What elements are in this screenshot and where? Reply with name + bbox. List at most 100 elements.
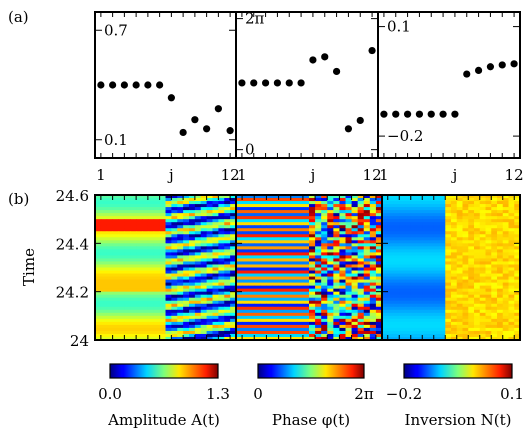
heatmap-cell	[405, 297, 412, 302]
heatmap-cell	[224, 204, 231, 208]
heatmap-cell	[266, 321, 273, 326]
heatmap-cell	[130, 324, 137, 329]
heatmap-cell	[422, 261, 429, 265]
heatmap-cell	[345, 324, 352, 329]
heatmap-cell	[439, 195, 446, 199]
heatmap-cell	[248, 201, 255, 205]
heatmap-cell	[497, 261, 504, 265]
heatmap-cell	[502, 231, 509, 235]
heatmap-cell	[242, 270, 249, 274]
heatmap-cell	[153, 306, 161, 311]
heatmap-cell	[147, 252, 155, 256]
heatmap-cell	[502, 288, 509, 293]
heatmap-cell	[474, 318, 481, 323]
heatmap-cell	[462, 336, 469, 341]
heatmap-cell	[309, 225, 316, 229]
heatmap-cell	[321, 279, 328, 283]
heatmap-cell	[218, 276, 225, 280]
heatmap-cell	[479, 321, 486, 326]
heatmap-cell	[142, 213, 149, 217]
heatmap-cell	[309, 276, 316, 280]
heatmap-cell	[260, 312, 267, 317]
heatmap-cell	[485, 294, 492, 299]
heatmap-cell	[369, 231, 377, 235]
heatmap-cell	[254, 303, 261, 308]
heatmap-cell	[296, 264, 304, 268]
heatmap-cell	[189, 216, 196, 220]
heatmap-cell	[387, 222, 394, 226]
heatmap-cell	[333, 198, 340, 202]
heatmap-cell	[254, 285, 261, 290]
heatmap-cell	[194, 336, 202, 341]
heatmap-cell	[242, 276, 249, 280]
heatmap-cell	[206, 216, 213, 220]
heatmap-cell	[382, 306, 389, 311]
heatmap-cell	[339, 261, 346, 265]
heatmap-cell	[236, 222, 243, 226]
heatmap-cell	[369, 255, 377, 259]
heatmap-cell	[218, 312, 225, 317]
heatmap-cell	[100, 336, 108, 341]
heatmap-cell	[290, 243, 298, 247]
heatmap-cell	[399, 204, 406, 208]
heatmap-cell	[212, 240, 219, 244]
heatmap-cell	[315, 243, 322, 247]
heatmap-cell	[485, 207, 492, 211]
heatmap-cell	[474, 285, 481, 290]
heatmap-cell	[363, 285, 371, 290]
heatmap-cell	[260, 267, 267, 271]
heatmap-cell	[147, 204, 155, 208]
heatmap-cell	[315, 324, 322, 329]
heatmap-cell	[200, 222, 208, 226]
heatmap-cell	[266, 207, 273, 211]
heatmap-cell	[309, 231, 316, 235]
heatmap-cell	[218, 234, 225, 238]
heatmap-cell	[194, 309, 202, 314]
heatmap-cell	[171, 306, 178, 311]
heatmap-cell	[456, 276, 463, 280]
heatmap-cell	[236, 219, 243, 223]
heatmap-cell	[248, 237, 255, 241]
heatmap-cell	[357, 198, 365, 202]
heatmap-cell	[200, 198, 208, 202]
data-point	[368, 46, 376, 55]
heatmap-cell	[351, 222, 359, 226]
heatmap-cell	[302, 315, 310, 320]
heatmap-cell	[393, 276, 400, 280]
heatmap-cell	[462, 315, 469, 320]
heatmap-cell	[230, 240, 237, 244]
heatmap-cell	[439, 249, 446, 253]
heatmap-cell	[439, 297, 446, 302]
heatmap-cell	[100, 231, 108, 235]
heatmap-cell	[153, 234, 161, 238]
heatmap-cell	[491, 315, 498, 320]
heatmap-cell	[206, 312, 213, 317]
heatmap-cell	[153, 258, 161, 262]
heatmap-cell	[339, 213, 346, 217]
heatmap-cell	[375, 303, 383, 308]
heatmap-cell	[399, 291, 406, 296]
heatmap-cell	[502, 258, 509, 262]
heatmap-cell	[333, 282, 340, 287]
heatmap-cell	[410, 312, 417, 317]
heatmap-cell	[142, 294, 149, 299]
heatmap-cell	[95, 318, 102, 323]
heatmap-cell	[416, 246, 423, 250]
heatmap-cell	[439, 264, 446, 268]
heatmap-cell	[410, 204, 417, 208]
heatmap-cell	[130, 210, 137, 214]
heatmap-cell	[278, 234, 286, 238]
heatmap-cell	[147, 213, 155, 217]
heatmap-cell	[321, 297, 328, 302]
heatmap-cell	[266, 198, 273, 202]
heatmap-cell	[189, 210, 196, 214]
heatmap-cell	[147, 330, 155, 335]
heatmap-cell	[474, 228, 481, 232]
heatmap-cell	[345, 321, 352, 326]
heatmap-cell	[502, 279, 509, 283]
heatmap-cell	[514, 216, 521, 220]
heatmap-cell	[230, 276, 237, 280]
heatmap-cell	[333, 213, 340, 217]
heatmap-cell	[142, 234, 149, 238]
heatmap-cell	[118, 222, 125, 226]
